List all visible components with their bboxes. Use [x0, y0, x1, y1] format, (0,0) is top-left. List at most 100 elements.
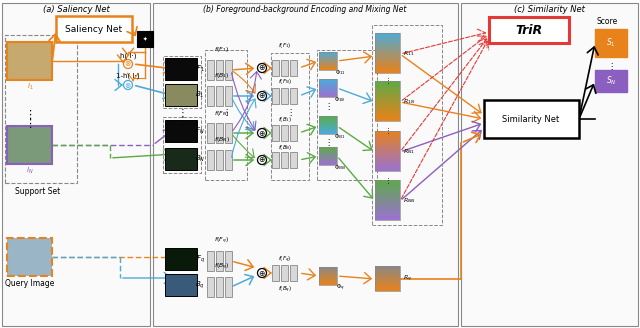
FancyBboxPatch shape	[319, 90, 337, 92]
FancyBboxPatch shape	[319, 81, 337, 83]
Text: $f(F_1)$: $f(F_1)$	[214, 46, 230, 54]
Text: $\otimes$: $\otimes$	[124, 80, 132, 90]
FancyBboxPatch shape	[375, 162, 400, 165]
FancyBboxPatch shape	[319, 159, 337, 160]
FancyBboxPatch shape	[375, 151, 400, 153]
Text: $f(F_N)$: $f(F_N)$	[278, 77, 292, 87]
Text: $B_q$: $B_q$	[195, 279, 205, 291]
FancyBboxPatch shape	[375, 116, 400, 119]
FancyBboxPatch shape	[319, 132, 337, 133]
FancyBboxPatch shape	[319, 130, 337, 131]
FancyBboxPatch shape	[375, 265, 400, 267]
Text: 1-h( I·): 1-h( I·)	[116, 73, 140, 79]
FancyBboxPatch shape	[375, 40, 400, 43]
FancyBboxPatch shape	[375, 134, 400, 137]
FancyBboxPatch shape	[375, 284, 400, 286]
FancyBboxPatch shape	[290, 125, 297, 141]
FancyBboxPatch shape	[319, 57, 337, 58]
FancyBboxPatch shape	[319, 271, 337, 272]
FancyBboxPatch shape	[375, 203, 400, 206]
FancyBboxPatch shape	[319, 68, 337, 69]
Text: $f(B_q)$: $f(B_q)$	[214, 262, 230, 272]
FancyBboxPatch shape	[216, 251, 223, 271]
FancyBboxPatch shape	[207, 123, 214, 143]
Text: ⋮: ⋮	[385, 127, 392, 133]
FancyBboxPatch shape	[319, 160, 337, 161]
FancyBboxPatch shape	[375, 60, 400, 63]
FancyBboxPatch shape	[375, 131, 400, 133]
FancyBboxPatch shape	[375, 279, 400, 281]
FancyBboxPatch shape	[375, 32, 400, 35]
FancyBboxPatch shape	[319, 279, 337, 280]
FancyBboxPatch shape	[137, 31, 153, 47]
Text: $F_1$: $F_1$	[196, 64, 204, 74]
Text: $I_1$: $I_1$	[27, 82, 33, 92]
FancyBboxPatch shape	[375, 215, 400, 218]
FancyBboxPatch shape	[375, 138, 400, 141]
FancyBboxPatch shape	[290, 265, 297, 281]
Text: (c) Similarity Net: (c) Similarity Net	[513, 6, 584, 14]
FancyBboxPatch shape	[207, 150, 214, 170]
FancyBboxPatch shape	[375, 277, 400, 278]
Text: $f(B_N)$: $f(B_N)$	[214, 135, 230, 145]
FancyBboxPatch shape	[595, 29, 627, 57]
FancyBboxPatch shape	[375, 271, 400, 272]
Circle shape	[257, 92, 266, 100]
FancyBboxPatch shape	[375, 51, 400, 53]
FancyBboxPatch shape	[216, 86, 223, 106]
FancyBboxPatch shape	[207, 251, 214, 271]
FancyBboxPatch shape	[319, 117, 337, 119]
Circle shape	[124, 59, 132, 69]
FancyBboxPatch shape	[319, 62, 337, 64]
FancyBboxPatch shape	[165, 248, 197, 270]
FancyBboxPatch shape	[375, 289, 400, 291]
FancyBboxPatch shape	[225, 60, 232, 80]
FancyBboxPatch shape	[319, 161, 337, 162]
FancyBboxPatch shape	[375, 179, 400, 182]
Text: ⋮: ⋮	[385, 77, 392, 83]
FancyBboxPatch shape	[375, 94, 400, 97]
FancyBboxPatch shape	[375, 153, 400, 155]
FancyBboxPatch shape	[375, 269, 400, 271]
FancyBboxPatch shape	[375, 47, 400, 49]
FancyBboxPatch shape	[319, 131, 337, 132]
FancyBboxPatch shape	[281, 152, 288, 168]
FancyBboxPatch shape	[281, 125, 288, 141]
FancyBboxPatch shape	[375, 197, 400, 200]
FancyBboxPatch shape	[375, 98, 400, 101]
FancyBboxPatch shape	[375, 147, 400, 149]
FancyBboxPatch shape	[319, 275, 337, 276]
FancyBboxPatch shape	[375, 38, 400, 41]
FancyBboxPatch shape	[319, 60, 337, 62]
FancyBboxPatch shape	[272, 152, 279, 168]
FancyBboxPatch shape	[319, 85, 337, 86]
FancyBboxPatch shape	[319, 274, 337, 275]
FancyBboxPatch shape	[319, 163, 337, 164]
FancyBboxPatch shape	[375, 92, 400, 95]
Text: $f(B_1)$: $f(B_1)$	[214, 72, 230, 80]
FancyBboxPatch shape	[375, 43, 400, 45]
Text: ⋮: ⋮	[286, 109, 294, 117]
FancyBboxPatch shape	[375, 217, 400, 220]
FancyBboxPatch shape	[375, 194, 400, 196]
FancyBboxPatch shape	[281, 60, 288, 76]
FancyBboxPatch shape	[375, 285, 400, 287]
FancyBboxPatch shape	[375, 201, 400, 204]
FancyBboxPatch shape	[375, 165, 400, 167]
Text: ⋮: ⋮	[177, 108, 187, 118]
FancyBboxPatch shape	[375, 69, 400, 71]
FancyBboxPatch shape	[319, 79, 337, 81]
FancyBboxPatch shape	[595, 70, 627, 92]
FancyBboxPatch shape	[375, 145, 400, 147]
FancyBboxPatch shape	[281, 265, 288, 281]
Text: $I_N$: $I_N$	[26, 166, 34, 176]
Text: Query Image: Query Image	[5, 279, 54, 289]
FancyBboxPatch shape	[375, 190, 400, 192]
FancyBboxPatch shape	[207, 60, 214, 80]
FancyBboxPatch shape	[319, 88, 337, 89]
FancyBboxPatch shape	[375, 283, 400, 285]
Text: $\oplus$: $\oplus$	[258, 155, 266, 165]
Text: $R_{N1}$: $R_{N1}$	[403, 148, 415, 156]
FancyBboxPatch shape	[319, 55, 337, 56]
Text: $f(B_1)$: $f(B_1)$	[278, 115, 292, 125]
